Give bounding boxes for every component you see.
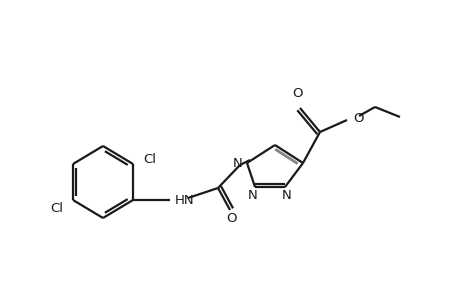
Text: O: O [226,212,237,224]
Text: Cl: Cl [143,152,156,166]
Text: N: N [281,189,291,202]
Text: HN: HN [174,194,194,206]
Text: Cl: Cl [50,202,63,214]
Text: N: N [247,189,257,202]
Text: N: N [233,157,242,169]
Text: O: O [292,87,302,100]
Text: O: O [352,112,363,124]
